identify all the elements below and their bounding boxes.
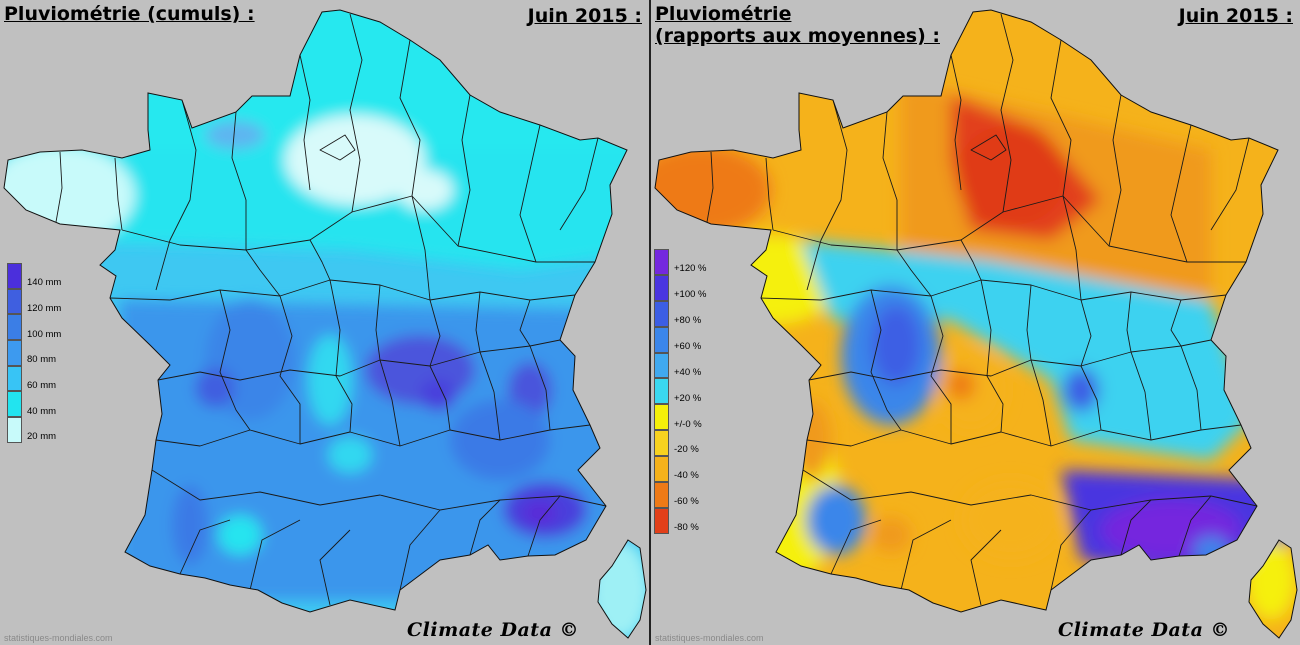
legend-label: +40 % (674, 366, 702, 378)
legend-label: 100 mm (27, 328, 62, 340)
map-date: Juin 2015 : (1178, 5, 1293, 27)
map-title-line1: Pluviométrie (655, 3, 792, 25)
map-panel-cumuls: Pluviométrie (cumuls) : Juin 2015 : 140 … (0, 0, 649, 645)
panel-divider (649, 0, 651, 645)
legend-swatch (7, 288, 22, 315)
legend-label: -80 % (674, 522, 699, 534)
map-date: Juin 2015 : (527, 5, 642, 27)
legend-swatch (654, 352, 669, 379)
legend-label: +60 % (674, 340, 702, 352)
legend-swatch (654, 404, 669, 431)
legend-label: 80 mm (27, 354, 57, 366)
legend-swatch (654, 430, 669, 457)
legend-swatch (7, 417, 22, 443)
legend-swatch (7, 314, 22, 341)
map-title-line2: (rapports aux moyennes) : (655, 25, 940, 47)
france-map-cumuls (3, 9, 647, 639)
map-panel-ratios: Pluviométrie (rapports aux moyennes) : J… (651, 0, 1300, 645)
source-label: statistiques-mondiales.com (4, 633, 113, 643)
legend-label: 40 mm (27, 405, 57, 417)
legend-label: 20 mm (27, 431, 57, 443)
credit-label: Climate Data © (1058, 619, 1230, 641)
map-title: Pluviométrie (rapports aux moyennes) : (655, 3, 940, 47)
legend-swatch (654, 326, 669, 353)
legend-label: +80 % (674, 315, 702, 327)
france-map-ratios (654, 9, 1298, 639)
legend-label: 140 mm (27, 277, 62, 289)
legend-swatch (654, 274, 669, 301)
legend-label: 60 mm (27, 379, 57, 391)
source-label: statistiques-mondiales.com (655, 633, 764, 643)
map-title: Pluviométrie (cumuls) : (4, 3, 255, 25)
legend-label: -20 % (674, 444, 699, 456)
legend-swatch (7, 263, 22, 289)
legend-swatch (654, 482, 669, 508)
legend-label: +120 % (674, 263, 707, 275)
legend-swatch (7, 365, 22, 392)
legend-swatch (654, 456, 669, 483)
legend-label: -40 % (674, 470, 699, 482)
legend-label: -60 % (674, 496, 699, 508)
legend-swatch (654, 249, 669, 275)
legend-label: +100 % (674, 289, 707, 301)
credit-label: Climate Data © (407, 619, 579, 641)
legend-swatch (654, 300, 669, 327)
legend-swatch (654, 378, 669, 405)
legend-label: +/-0 % (674, 418, 702, 430)
legend-label: +20 % (674, 392, 702, 404)
legend-swatch (7, 340, 22, 366)
legend-swatch (654, 507, 669, 534)
legend-swatch (7, 391, 22, 418)
legend-label: 120 mm (27, 302, 62, 314)
